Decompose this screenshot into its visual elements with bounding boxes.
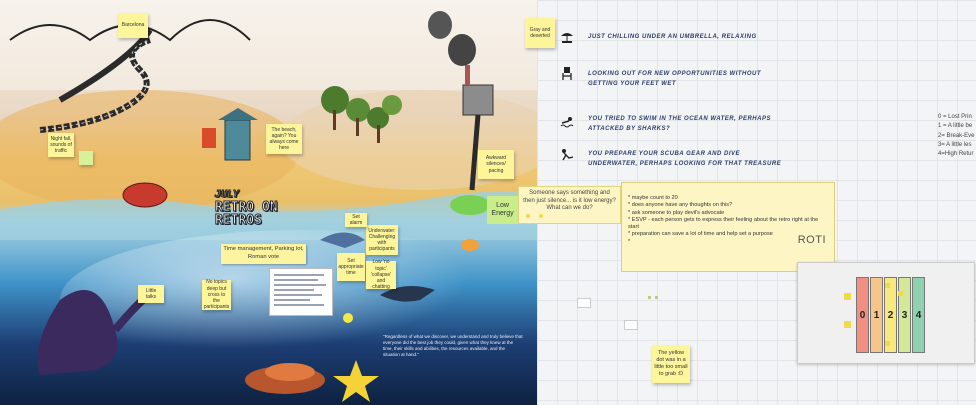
mini-card[interactable] — [577, 298, 591, 308]
sticky-appropriate-time[interactable]: Set appropriate time — [337, 253, 365, 281]
retro-title-line1: RETRO ON — [215, 199, 279, 215]
vote-dot[interactable] — [844, 321, 851, 328]
sticky-gray-deserted[interactable]: Gray and deserted — [525, 18, 555, 48]
sticky-little-talks[interactable]: Little talks — [138, 285, 164, 303]
roti-title: ROTI — [797, 233, 826, 246]
roti-item: * ESVP - each person gets to express the… — [628, 216, 819, 231]
sticky-set-alarm[interactable]: Set alarm — [345, 213, 367, 227]
roti-item: * preparation can save a lot of time and… — [628, 231, 773, 238]
time-management-note[interactable]: Time management, Parking lot, Roman vote — [221, 244, 306, 264]
roti-scale-legend: 0 = Lost Prin 1 = A little be 2= Break-E… — [938, 113, 975, 159]
roti-bar-4[interactable]: 4 — [912, 277, 925, 353]
sticky-small-green[interactable] — [79, 151, 93, 165]
sticky-collapse[interactable]: Low 'no topic' 'collapse' and chatting — [366, 259, 396, 290]
roti-item: * ask someone to play devil's advocate — [628, 209, 725, 216]
small-marker[interactable] — [648, 296, 651, 299]
vote-dot[interactable] — [898, 291, 903, 296]
roti-item: * — [628, 238, 631, 245]
vote-dot[interactable] — [885, 283, 890, 288]
roti-vote-panel[interactable]: 0 1 2 3 4 — [797, 262, 975, 364]
roti-scale-0: 0 = Lost Prin — [938, 114, 972, 120]
yellow-dot[interactable] — [539, 214, 543, 218]
sticky-barcelona[interactable]: Barcelona — [118, 13, 148, 38]
document-thumbnail[interactable] — [269, 268, 333, 316]
silence-note[interactable]: Someone says something and then just sil… — [518, 186, 621, 224]
sticky-awkward-silences[interactable]: Awkward silences/ pacing — [478, 150, 514, 179]
retro-title-line2: RETROS — [215, 213, 263, 229]
prime-directive-quote: "Regardless of what we discover, we unde… — [383, 334, 523, 358]
roti-item: * maybe count to 20 — [628, 195, 678, 201]
retro-title-prefix: JULY — [215, 189, 240, 200]
low-energy-sticky[interactable]: Low Energy — [487, 196, 518, 224]
swimmer-icon — [560, 117, 574, 128]
retro-title: JULY RETRO ON RETROS — [215, 189, 279, 229]
legend-swimmer: You tried to swim in the ocean water, pe… — [588, 116, 771, 132]
roti-bar-1[interactable]: 1 — [870, 277, 883, 353]
roti-bar-2[interactable]: 2 — [884, 277, 897, 353]
legend-umbrella: Just chilling under an umbrella, relaxin… — [588, 34, 757, 40]
roti-item: * does anyone have any thoughts on this? — [628, 202, 733, 209]
roti-notes-card[interactable]: * maybe count to 20 * does anyone have a… — [621, 182, 835, 272]
vote-dot[interactable] — [885, 341, 890, 346]
legend-diver: You prepare your scuba gear and dive und… — [588, 151, 782, 167]
sticky-beach-again[interactable]: The beach, again? You always come here — [266, 124, 302, 154]
vote-dot[interactable] — [844, 293, 851, 300]
sticky-no-topics[interactable]: No topics deep but cross to the particip… — [202, 279, 231, 311]
sticky-yellow-dot[interactable]: The yellow dot was in a little too small… — [652, 345, 690, 383]
mini-card[interactable] — [624, 320, 638, 330]
sticky-night-fall[interactable]: Night fall, sounds of traffic — [48, 133, 74, 157]
roti-scale-3: 3= A little les — [938, 141, 972, 148]
roti-scale-4: 4=High Retur — [938, 151, 974, 158]
legend-lifeguard: Looking out for new opportunities withou… — [588, 71, 762, 87]
roti-bar-0[interactable]: 0 — [856, 277, 869, 353]
diver-icon — [562, 149, 574, 161]
yellow-dot[interactable] — [526, 214, 530, 218]
roti-scale-1: 1 = A little be — [938, 123, 973, 130]
umbrella-icon — [561, 33, 573, 43]
small-marker[interactable] — [655, 296, 658, 299]
roti-scale-2: 2= Break-Eve — [938, 132, 975, 139]
sticky-underwater[interactable]: Underwater: Challenging with participant… — [366, 225, 398, 255]
retro-illustration — [0, 0, 537, 405]
roti-bar-3[interactable]: 3 — [898, 277, 911, 353]
lifeguard-icon — [562, 67, 572, 80]
